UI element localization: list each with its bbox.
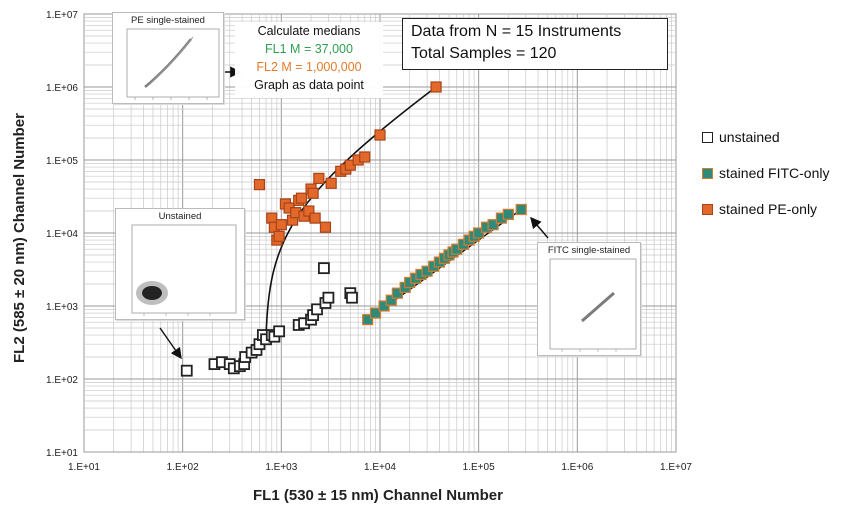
data-points [180, 81, 527, 377]
median-fl1: FL1 M = 37,000 [265, 42, 353, 56]
point-unstained [346, 291, 358, 304]
legend-swatch-pe [702, 203, 713, 215]
fitc-arrow [530, 216, 549, 239]
y-tick-label: 1.E+06 [46, 83, 78, 94]
x-tick-label: 1.E+03 [265, 462, 297, 473]
point-stained-pe-only [325, 177, 337, 189]
point-unstained [273, 325, 286, 338]
x-axis-title: FL1 (530 ± 15 nm) Channel Number [253, 487, 503, 504]
legend-item-unstained: unstained [702, 128, 829, 146]
y-tick-label: 1.E+03 [46, 302, 78, 313]
y-tick-label: 1.E+05 [46, 156, 78, 167]
y-axis-title: FL2 (585 ± 20 nm) Channel Number [11, 113, 28, 363]
x-tick-label: 1.E+04 [364, 462, 396, 473]
x-tick-label: 1.E+06 [561, 462, 593, 473]
legend-item-fitc: stained FITC-only [702, 164, 829, 182]
point-stained-pe-only [313, 172, 325, 184]
y-tick-label: 1.E+01 [46, 448, 78, 459]
unstained-arrow [159, 327, 182, 360]
point-unstained [317, 262, 330, 275]
y-tick-label: 1.E+02 [46, 375, 78, 386]
median-fl2: FL2 M = 1,000,000 [256, 60, 362, 74]
info-line-1: Data from N = 15 Instruments [411, 23, 622, 40]
point-stained-fitc-only [385, 294, 397, 306]
point-stained-fitc-only [473, 227, 485, 239]
info-box: Data from N = 15 Instruments Total Sampl… [402, 18, 668, 70]
point-unstained [311, 303, 323, 316]
point-stained-pe-only [319, 221, 332, 233]
legend-label-pe: stained PE-only [719, 201, 818, 217]
unstained-inset-plot: Unstained [115, 208, 245, 320]
point-stained-pe-only [273, 230, 285, 242]
legend: unstained stained FITC-only stained PE-o… [702, 128, 829, 236]
point-stained-pe-only [359, 151, 371, 163]
point-stained-fitc-only [369, 307, 382, 319]
point-stained-pe-only [303, 205, 315, 217]
pe-inset-graphic [126, 28, 220, 100]
info-line-2: Total Samples = 120 [411, 45, 557, 62]
point-stained-pe-only [374, 129, 386, 141]
pe-inset-plot: PE single-stained [112, 12, 224, 104]
x-tick-label: 1.E+01 [68, 462, 100, 473]
point-stained-fitc-only [487, 219, 499, 231]
point-stained-pe-only [266, 212, 278, 224]
legend-swatch-fitc [702, 167, 713, 179]
unstained-inset-graphic [131, 224, 237, 316]
median-line-4: Graph as data point [254, 78, 364, 92]
point-unstained [180, 364, 193, 377]
point-stained-pe-only [430, 81, 442, 93]
fitc-inset-graphic [549, 258, 637, 352]
point-stained-pe-only [307, 187, 319, 199]
point-stained-fitc-only [502, 208, 514, 220]
x-tick-label: 1.E+05 [463, 462, 495, 473]
y-tick-label: 1.E+04 [46, 229, 78, 240]
y-tick-label: 1.E+07 [46, 10, 78, 21]
legend-swatch-unstained [702, 131, 713, 143]
legend-item-pe: stained PE-only [702, 200, 829, 218]
fitc-inset-title: FITC single-stained [547, 245, 631, 256]
median-line-1: Calculate medians [257, 24, 361, 38]
point-stained-fitc-only [515, 203, 527, 216]
x-tick-label: 1.E+02 [167, 462, 199, 473]
point-stained-fitc-only [362, 314, 374, 326]
point-stained-fitc-only [391, 287, 403, 299]
point-stained-pe-only [275, 219, 287, 231]
point-stained-pe-only [253, 179, 266, 191]
pe-inset-title: PE single-stained [131, 15, 205, 26]
point-unstained [322, 291, 335, 304]
point-stained-fitc-only [378, 300, 390, 312]
unstained-inset-title: Unstained [158, 211, 202, 222]
x-tick-label: 1.E+07 [660, 462, 692, 473]
axes: 1.E+01 1.E+02 1.E+03 1.E+04 1.E+05 1.E+06 1.E+… [46, 10, 692, 473]
point-stained-pe-only [309, 212, 321, 224]
legend-label-fitc: stained FITC-only [719, 165, 830, 181]
legend-label-unstained: unstained [719, 129, 780, 145]
fitc-inset-plot: FITC single-stained [537, 242, 641, 356]
median-annotation: Calculate medians FL1 M = 37,000 FL2 M =… [235, 22, 383, 98]
point-stained-pe-only [295, 192, 308, 204]
